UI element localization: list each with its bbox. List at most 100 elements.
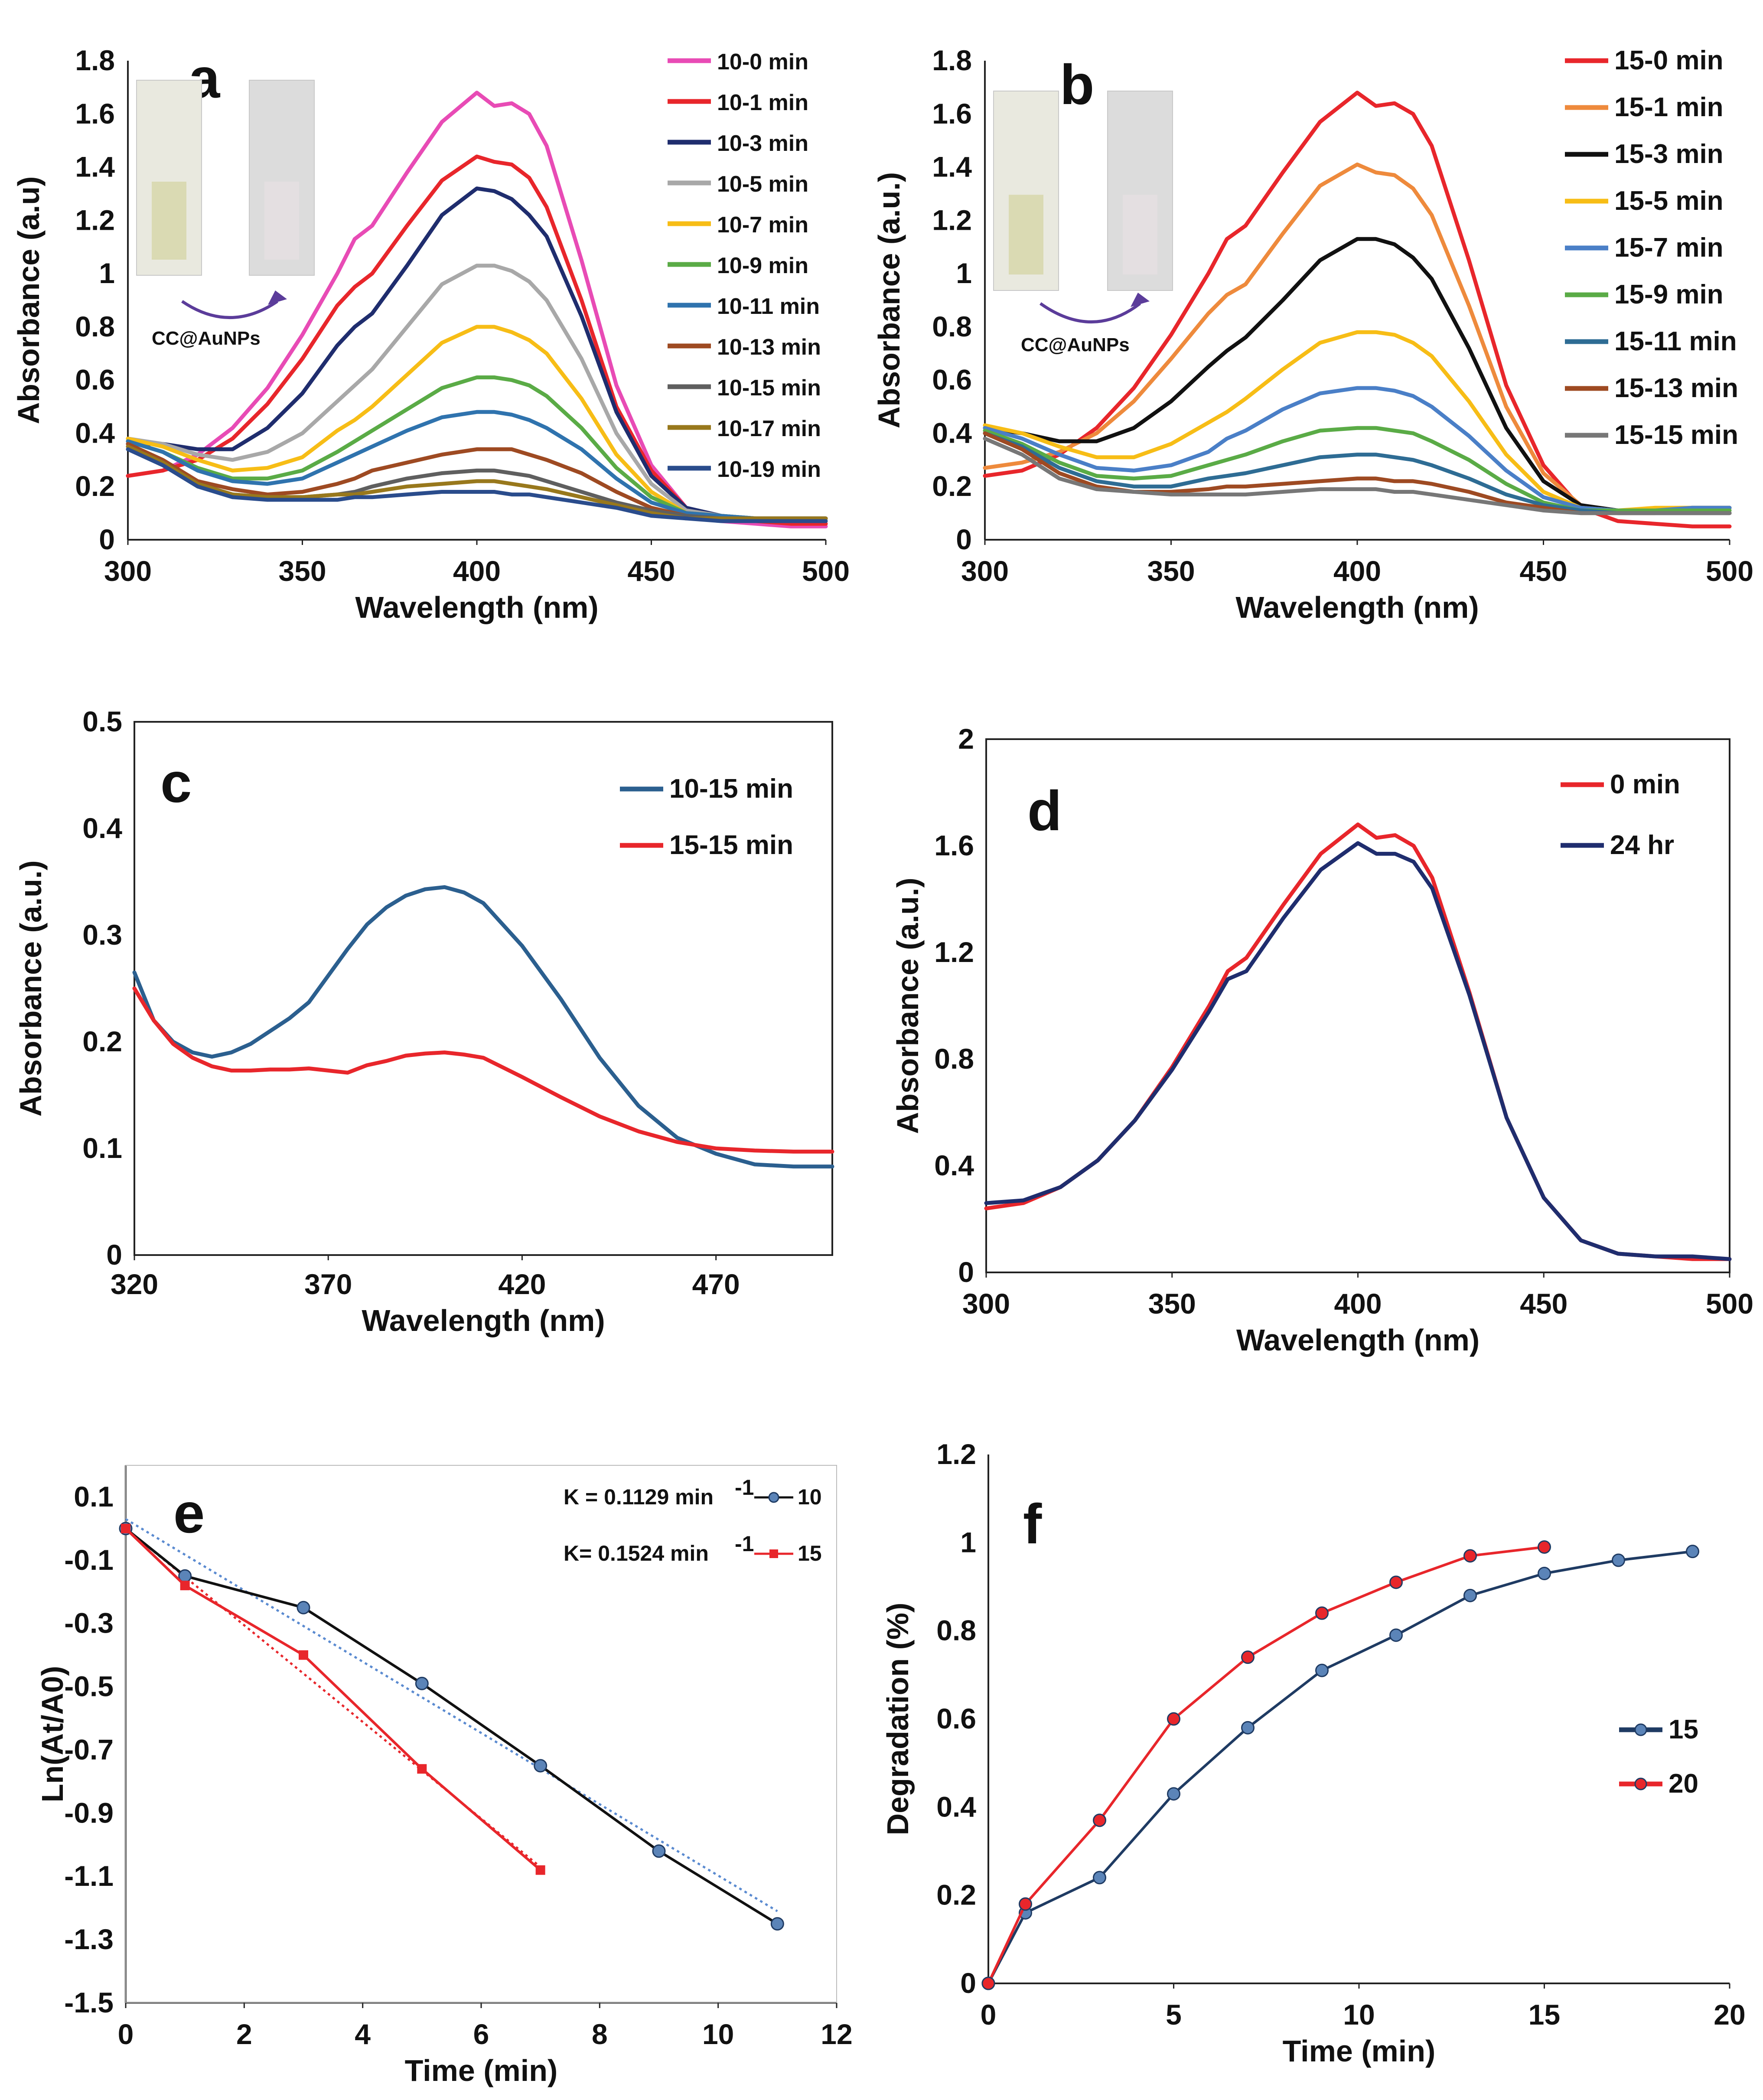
y-tick-label: 0.2 <box>936 1879 976 1911</box>
y-tick-label: 0 <box>956 523 972 555</box>
inset-caption: CC@AuNPs <box>152 328 261 349</box>
series-line-10-11-min <box>126 410 828 521</box>
legend-label: 10-3 min <box>717 131 808 156</box>
data-point <box>417 1764 427 1774</box>
y-tick-label: 1 <box>956 257 972 289</box>
series-line-15-11-min <box>983 431 1732 515</box>
legend-label: 15 <box>798 1541 822 1565</box>
y-tick-label: 1.2 <box>75 204 115 236</box>
y-tick-label: 0.2 <box>932 470 972 502</box>
x-tick-label: 300 <box>104 555 152 587</box>
panel-letter: d <box>1027 779 1062 842</box>
data-point <box>415 1676 429 1690</box>
series-line-10-3-min <box>126 186 828 521</box>
data-point <box>1093 1871 1106 1885</box>
x-tick-label: 10 <box>702 2018 734 2050</box>
arrow-head-icon <box>1131 293 1150 307</box>
x-tick-label: 500 <box>1706 555 1753 587</box>
y-tick-label: 1.8 <box>75 44 115 76</box>
x-tick-label: 0 <box>118 2018 134 2050</box>
legend-marker <box>1634 1723 1647 1736</box>
panel-letter: f <box>1023 1492 1042 1555</box>
x-tick-label: 500 <box>1706 1288 1753 1320</box>
data-point <box>1389 1575 1403 1589</box>
legend-label: 15 <box>1668 1715 1698 1745</box>
legend-label: 15-11 min <box>1614 326 1737 356</box>
panel-f: 0 5 10 15 20 0 0.2 0.4 0.6 0.8 1 1.2 Time (min) Degra… <box>881 1438 1746 2068</box>
rate-constant-label: K = 0.1129 min <box>564 1485 714 1509</box>
x-axis-title: Wavelength (nm) <box>1235 590 1479 624</box>
y-tick-label: 0.8 <box>934 1043 974 1075</box>
data-point <box>1538 1567 1551 1580</box>
series-line-10-5-min <box>126 264 828 521</box>
data-point <box>1019 1897 1032 1911</box>
panel-e: 0 2 4 6 8 10 12 0.1 -0.1 -0.3 -0.5 -0.7 -0.9 -1.1 -1.3… <box>36 1465 853 2087</box>
panel-letter: b <box>1060 53 1094 116</box>
y-tick-label: 0.1 <box>82 1132 122 1164</box>
data-point <box>1241 1721 1255 1735</box>
data-point <box>299 1650 308 1660</box>
legend-label: 0 min <box>1610 770 1680 799</box>
legend-label: 10-13 min <box>717 335 821 360</box>
plot-frame <box>985 738 1730 1273</box>
y-tick-label: 1.4 <box>932 151 972 183</box>
panel-d: 300 350 400 450 500 0 0.4 0.8 1.2 1.6 2 Wavelength … <box>891 723 1753 1357</box>
legend-label: 20 <box>1668 1769 1698 1799</box>
legend-label: 10-15 min <box>717 375 821 401</box>
data-point <box>1389 1628 1403 1642</box>
data-point <box>1463 1588 1477 1602</box>
x-tick-label: 8 <box>592 2018 608 2050</box>
data-point <box>1241 1650 1255 1664</box>
x-tick-label: 500 <box>802 555 850 587</box>
data-point <box>534 1759 547 1773</box>
y-tick-label: 1 <box>99 257 115 289</box>
legend-label: 15-15 min <box>1614 420 1738 450</box>
y-tick-label: 0.6 <box>75 364 115 396</box>
data-point <box>297 1601 310 1614</box>
y-tick-label: 1.2 <box>934 936 974 968</box>
x-tick-label: 6 <box>473 2018 489 2050</box>
legend-label: 15-13 min <box>1614 373 1738 403</box>
curved-arrow-icon <box>181 300 278 319</box>
legend-label: 15-0 min <box>1614 46 1724 75</box>
y-tick-label: -0.3 <box>64 1607 114 1639</box>
panel-letter: c <box>160 751 192 814</box>
legend-label: 15-7 min <box>1614 233 1724 263</box>
x-tick-label: 450 <box>627 555 675 587</box>
data-point <box>180 1581 190 1591</box>
x-tick-label: 300 <box>962 1288 1010 1320</box>
y-tick-label: -0.7 <box>64 1733 114 1765</box>
legend-label: 10 <box>798 1485 822 1509</box>
arrow-head-icon <box>268 290 287 305</box>
legend-label: 10-0 min <box>717 49 808 75</box>
legend-label: 15-5 min <box>1614 186 1724 216</box>
y-tick-label: 0 <box>106 1239 122 1271</box>
cuvette-liquid <box>1009 195 1043 275</box>
x-tick-label: 320 <box>111 1268 158 1300</box>
legend-label: 24 hr <box>1610 830 1674 860</box>
x-axis-title: Time (min) <box>405 2054 558 2087</box>
x-tick-label: 400 <box>1333 555 1381 587</box>
data-point <box>652 1844 666 1858</box>
y-tick-label: 0 <box>99 523 115 555</box>
series-line-10-19-min <box>126 447 828 523</box>
cuvette-liquid <box>152 182 186 260</box>
y-axis-title: Degradation (%) <box>881 1603 915 1836</box>
legend-label: 15-1 min <box>1614 92 1724 122</box>
y-tick-label: -0.1 <box>64 1544 114 1576</box>
legend-marker <box>769 1549 778 1558</box>
data-point <box>1686 1545 1699 1559</box>
y-tick-label: 1.8 <box>932 44 972 76</box>
y-axis-title: Absorbance (a.u.) <box>891 877 925 1134</box>
y-tick-label: 0.6 <box>932 364 972 396</box>
y-tick-label: 0.4 <box>936 1790 976 1823</box>
series-line-15-7-min <box>983 386 1732 512</box>
x-tick-label: 15 <box>1528 1999 1560 2031</box>
y-tick-label: 0.6 <box>936 1702 976 1735</box>
y-tick-label: 0.5 <box>82 705 122 737</box>
y-tick-label: 1.6 <box>934 829 974 861</box>
y-tick-label: 1 <box>960 1526 976 1558</box>
y-tick-label: 1.6 <box>932 98 972 130</box>
plot-frame <box>125 1465 837 2003</box>
